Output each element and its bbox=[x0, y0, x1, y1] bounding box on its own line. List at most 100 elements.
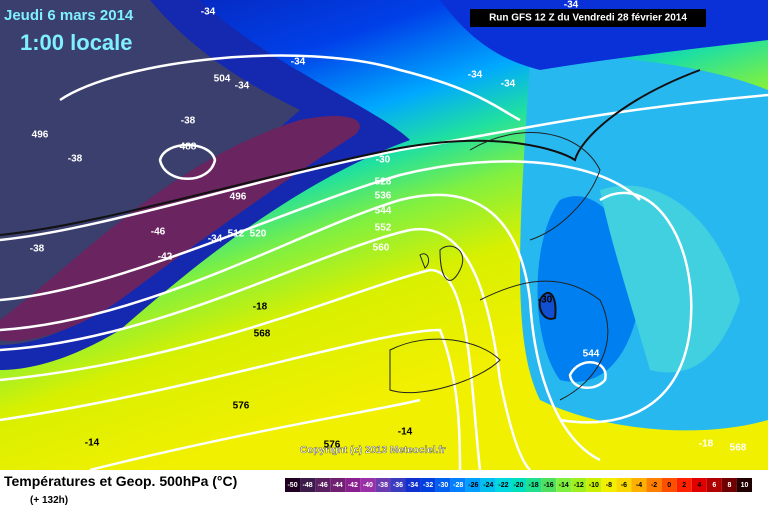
scale-label: -34 bbox=[408, 482, 418, 489]
scale-cell bbox=[541, 478, 557, 492]
scale-cell bbox=[736, 478, 752, 492]
scale-cell bbox=[345, 478, 361, 492]
scale-cell bbox=[646, 478, 662, 492]
contour-label: -18 bbox=[253, 302, 268, 313]
scale-cell bbox=[721, 478, 737, 492]
contour-label: -30 bbox=[376, 155, 391, 166]
contour-labels: -34 -34 -34 504 -34 -34 -34 496 -38 488 -38 496 -38 -… bbox=[30, 0, 747, 454]
contour-label: -34 bbox=[201, 7, 216, 18]
contour-label: 576 bbox=[233, 401, 250, 412]
contour-label: 496 bbox=[32, 130, 49, 141]
footer-title: Températures et Geop. 500hPa (°C) bbox=[4, 473, 237, 489]
scale-label: 0 bbox=[667, 482, 671, 489]
contour-label: 544 bbox=[583, 349, 600, 360]
scale-cell bbox=[586, 478, 602, 492]
scale-cell bbox=[285, 478, 301, 492]
scale-label: -44 bbox=[333, 482, 343, 489]
contour-label: 488 bbox=[180, 142, 197, 153]
contour-label: 576 bbox=[324, 440, 341, 451]
scale-cell bbox=[420, 478, 436, 492]
scale-cell bbox=[300, 478, 316, 492]
scale-label: -36 bbox=[393, 482, 403, 489]
scale-label: -8 bbox=[606, 482, 612, 489]
scale-label: 6 bbox=[712, 482, 716, 489]
scale-label: -24 bbox=[483, 482, 493, 489]
scale-cell bbox=[405, 478, 421, 492]
scale-label: -16 bbox=[544, 482, 554, 489]
scale-cell bbox=[375, 478, 391, 492]
scale-cell bbox=[360, 478, 376, 492]
scale-cell bbox=[315, 478, 331, 492]
scale-cell bbox=[330, 478, 346, 492]
scale-label: 10 bbox=[741, 482, 749, 489]
contour-label: -30 bbox=[538, 295, 553, 306]
scale-cell bbox=[631, 478, 647, 492]
scale-label: -30 bbox=[438, 482, 448, 489]
scale-label: -14 bbox=[559, 482, 569, 489]
scale-label: -32 bbox=[423, 482, 433, 489]
contour-label: 512 bbox=[228, 229, 245, 240]
scale-label: -18 bbox=[529, 482, 539, 489]
contour-label: 528 bbox=[375, 177, 392, 188]
scale-label: -4 bbox=[636, 482, 642, 489]
contour-label: 568 bbox=[254, 329, 271, 340]
scale-cell bbox=[526, 478, 542, 492]
contour-label: 496 bbox=[230, 192, 247, 203]
local-time: 1:00 locale bbox=[20, 30, 133, 55]
contour-label: 544 bbox=[375, 206, 392, 217]
scale-label: 8 bbox=[727, 482, 731, 489]
copyright: Copyright (c) 2013 Meteociel.fr bbox=[300, 445, 446, 456]
contour-label: -14 bbox=[398, 427, 413, 438]
scale-label: -28 bbox=[453, 482, 463, 489]
contour-label: -38 bbox=[181, 116, 196, 127]
scale-cell bbox=[465, 478, 481, 492]
contour-label: -14 bbox=[85, 438, 100, 449]
run-info: Run GFS 12 Z du Vendredi 28 février 2014 bbox=[489, 13, 687, 24]
scale-cell bbox=[435, 478, 451, 492]
scale-label: 4 bbox=[697, 482, 701, 489]
scale-label: -46 bbox=[318, 482, 328, 489]
run-box bbox=[470, 9, 706, 27]
color-scale: -50 -48 -46 -44 -42 -40 -38 -36 -34 -32 -30 -28 -26-… bbox=[285, 478, 752, 492]
scale-label: -26 bbox=[468, 482, 478, 489]
contour-label: -34 bbox=[501, 79, 516, 90]
contour-label: -34 bbox=[291, 57, 306, 68]
contour-label: -38 bbox=[30, 244, 45, 255]
contour-label: 504 bbox=[214, 74, 231, 85]
lead-time: (+ 132h) bbox=[30, 495, 68, 506]
scale-cell bbox=[495, 478, 511, 492]
contour-label: -38 bbox=[68, 154, 83, 165]
scale-cell bbox=[706, 478, 722, 492]
scale-label: -20 bbox=[513, 482, 523, 489]
contour-label: -18 bbox=[699, 439, 714, 450]
contour-label: 520 bbox=[250, 229, 267, 240]
scale-cell bbox=[661, 478, 677, 492]
scale-label: -38 bbox=[378, 482, 388, 489]
contour-label: -34 bbox=[208, 234, 223, 245]
scale-label: -42 bbox=[348, 482, 358, 489]
contour-label: 568 bbox=[730, 443, 747, 454]
scale-cell bbox=[676, 478, 692, 492]
contour-label: 560 bbox=[373, 243, 390, 254]
scale-cell bbox=[601, 478, 617, 492]
scale-label: -40 bbox=[363, 482, 373, 489]
scale-cell bbox=[480, 478, 496, 492]
contour-label: -42 bbox=[158, 252, 173, 263]
scale-label: -2 bbox=[651, 482, 657, 489]
scale-cell bbox=[510, 478, 527, 492]
contour-label: 536 bbox=[375, 191, 392, 202]
contour-label: -34 bbox=[468, 70, 483, 81]
scale-cell bbox=[616, 478, 632, 492]
scale-label: -12 bbox=[574, 482, 584, 489]
contour-label: -34 bbox=[564, 0, 579, 11]
scale-cell bbox=[571, 478, 587, 492]
scale-label: -10 bbox=[589, 482, 599, 489]
scale-cell bbox=[556, 478, 572, 492]
scale-label: -6 bbox=[621, 482, 627, 489]
contour-label: 552 bbox=[375, 223, 392, 234]
scale-label: 2 bbox=[682, 482, 686, 489]
date: Jeudi 6 mars 2014 bbox=[4, 7, 134, 24]
scale-cell bbox=[691, 478, 707, 492]
scale-label: -22 bbox=[498, 482, 508, 489]
